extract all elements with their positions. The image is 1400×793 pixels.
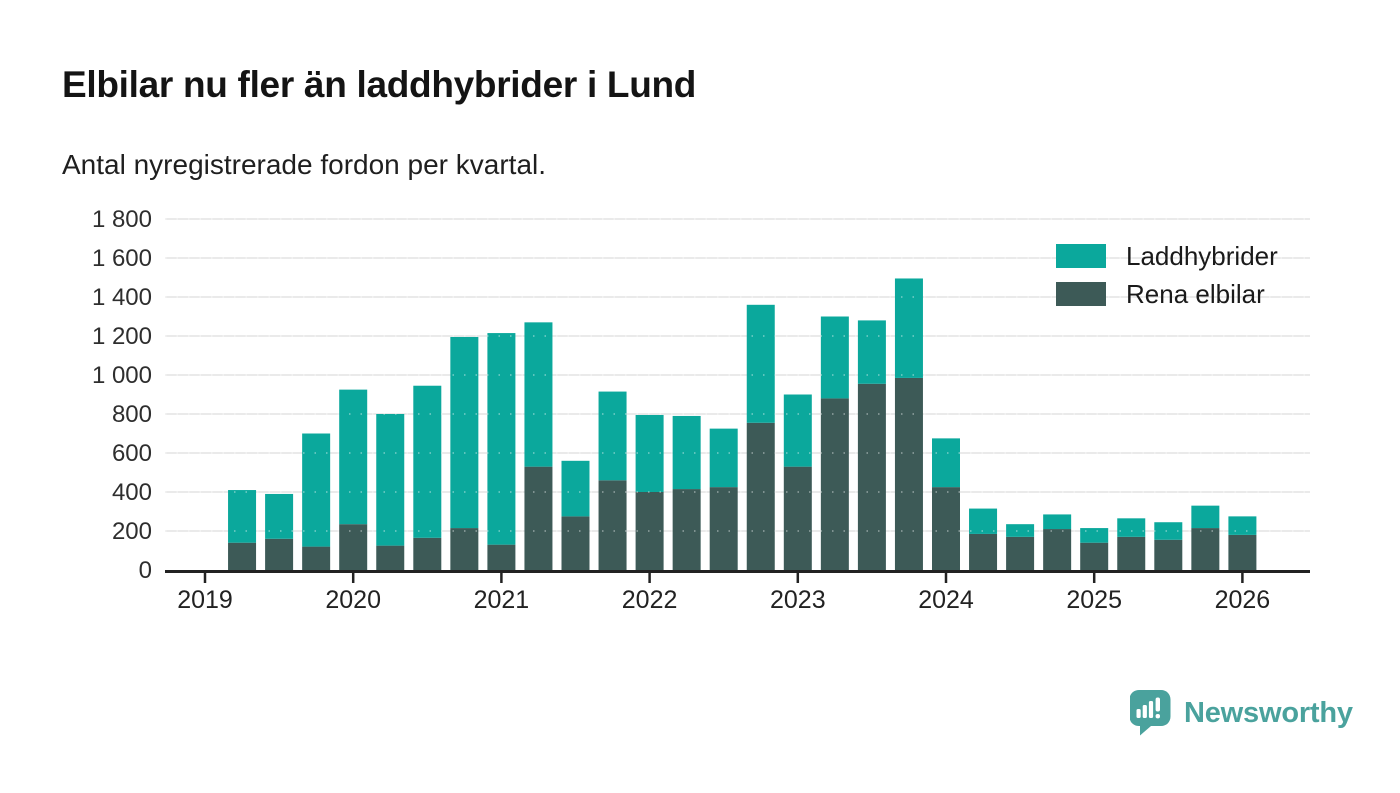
bar-rena-elbilar bbox=[709, 487, 738, 570]
bar-laddhybrider bbox=[1080, 528, 1109, 543]
y-axis-tick-label: 600 bbox=[112, 440, 152, 467]
legend-item-laddhybrider: Laddhybrider bbox=[1056, 241, 1278, 271]
legend-label-laddhybrider: Laddhybrider bbox=[1126, 240, 1278, 271]
x-axis-tick-label: 2020 bbox=[325, 586, 381, 614]
chart-legend: Laddhybrider Rena elbilar bbox=[1056, 241, 1278, 309]
bar-rena-elbilar bbox=[228, 542, 257, 570]
bar-laddhybrider bbox=[1043, 514, 1072, 530]
bar-rena-elbilar bbox=[894, 377, 923, 570]
bar-rena-elbilar bbox=[932, 487, 960, 570]
bar-laddhybrider bbox=[894, 278, 923, 378]
bar-laddhybrider bbox=[487, 333, 516, 545]
bar-laddhybrider bbox=[857, 320, 886, 384]
bar-laddhybrider bbox=[1154, 522, 1183, 540]
bar-laddhybrider bbox=[746, 304, 775, 423]
bar-laddhybrider bbox=[709, 428, 738, 488]
bar-rena-elbilar bbox=[561, 516, 590, 570]
chart-title: Elbilar nu fler än laddhybrider i Lund bbox=[62, 64, 697, 105]
bar-laddhybrider bbox=[376, 414, 405, 546]
y-axis-tick-label: 1 600 bbox=[92, 245, 152, 272]
bar-rena-elbilar bbox=[672, 489, 701, 570]
bar-rena-elbilar bbox=[1043, 529, 1072, 570]
bar-laddhybrider bbox=[820, 316, 849, 399]
bar-rena-elbilar bbox=[413, 537, 442, 570]
bar-rena-elbilar bbox=[598, 480, 627, 570]
bar-laddhybrider bbox=[561, 460, 590, 517]
bar-laddhybrider bbox=[1117, 518, 1146, 537]
y-axis-tick-label: 0 bbox=[139, 557, 152, 584]
y-axis-tick-label: 1 000 bbox=[92, 362, 152, 389]
bar-rena-elbilar bbox=[969, 533, 998, 570]
bar-rena-elbilar bbox=[1006, 536, 1035, 570]
bar-rena-elbilar bbox=[783, 466, 812, 570]
y-axis-tick-label: 1 200 bbox=[92, 323, 152, 350]
y-axis-tick-label: 400 bbox=[112, 479, 152, 506]
bar-rena-elbilar bbox=[302, 546, 331, 570]
legend-swatch-laddhybrider bbox=[1056, 244, 1106, 268]
chart-subtitle: Antal nyregistrerade fordon per kvartal. bbox=[62, 149, 547, 180]
bar-laddhybrider bbox=[969, 508, 998, 534]
bar-rena-elbilar bbox=[1191, 528, 1220, 570]
x-axis-tick-label: 2026 bbox=[1215, 586, 1271, 614]
bar-rena-elbilar bbox=[487, 544, 516, 570]
bar-rena-elbilar bbox=[1228, 534, 1257, 570]
y-axis-tick-label: 800 bbox=[112, 401, 152, 428]
bar-rena-elbilar bbox=[339, 524, 368, 570]
bar-rena-elbilar bbox=[265, 538, 294, 570]
y-axis-tick-label: 1 800 bbox=[92, 206, 152, 233]
bar-rena-elbilar bbox=[635, 492, 664, 570]
bar-laddhybrider bbox=[524, 322, 553, 467]
bar-rena-elbilar bbox=[376, 545, 405, 570]
bar-rena-elbilar bbox=[450, 528, 479, 570]
x-axis-tick-label: 2024 bbox=[918, 586, 974, 614]
brand-name: Newsworthy bbox=[1184, 696, 1353, 729]
x-axis-tick-label: 2021 bbox=[474, 586, 530, 614]
y-axis-tick-label: 1 400 bbox=[92, 284, 152, 311]
bar-laddhybrider bbox=[1191, 505, 1220, 529]
bar-laddhybrider bbox=[302, 433, 331, 547]
legend-label-rena-elbilar: Rena elbilar bbox=[1126, 278, 1265, 309]
bar-rena-elbilar bbox=[857, 383, 886, 570]
brand-footer: Newsworthy bbox=[1130, 690, 1353, 736]
bar-laddhybrider bbox=[672, 415, 701, 490]
x-axis-tick-label: 2019 bbox=[177, 586, 233, 614]
bar-laddhybrider bbox=[265, 493, 294, 539]
bar-rena-elbilar bbox=[820, 398, 849, 570]
bar-rena-elbilar bbox=[1117, 536, 1146, 570]
x-axis-tick-label: 2025 bbox=[1066, 586, 1122, 614]
bar-laddhybrider bbox=[1228, 516, 1257, 535]
bar-laddhybrider bbox=[228, 490, 257, 543]
bar-rena-elbilar bbox=[524, 466, 553, 570]
x-axis-tick-label: 2023 bbox=[770, 586, 826, 614]
bar-laddhybrider bbox=[783, 394, 812, 467]
bar-laddhybrider bbox=[598, 391, 627, 481]
y-axis-tick-label: 200 bbox=[112, 518, 152, 545]
legend-swatch-rena-elbilar bbox=[1056, 282, 1106, 306]
bar-laddhybrider bbox=[932, 438, 960, 488]
bar-chart-speech-bubble-icon bbox=[1130, 690, 1171, 736]
bar-laddhybrider bbox=[413, 385, 442, 538]
x-axis-tick-label: 2022 bbox=[622, 586, 678, 614]
bar-rena-elbilar bbox=[1080, 542, 1109, 570]
bar-laddhybrider bbox=[1006, 524, 1035, 537]
bar-rena-elbilar bbox=[1154, 539, 1183, 570]
bar-laddhybrider bbox=[635, 414, 664, 492]
legend-item-rena-elbilar: Rena elbilar bbox=[1056, 279, 1278, 309]
bar-rena-elbilar bbox=[746, 422, 775, 570]
bar-laddhybrider bbox=[450, 336, 479, 529]
bar-laddhybrider bbox=[339, 389, 368, 525]
